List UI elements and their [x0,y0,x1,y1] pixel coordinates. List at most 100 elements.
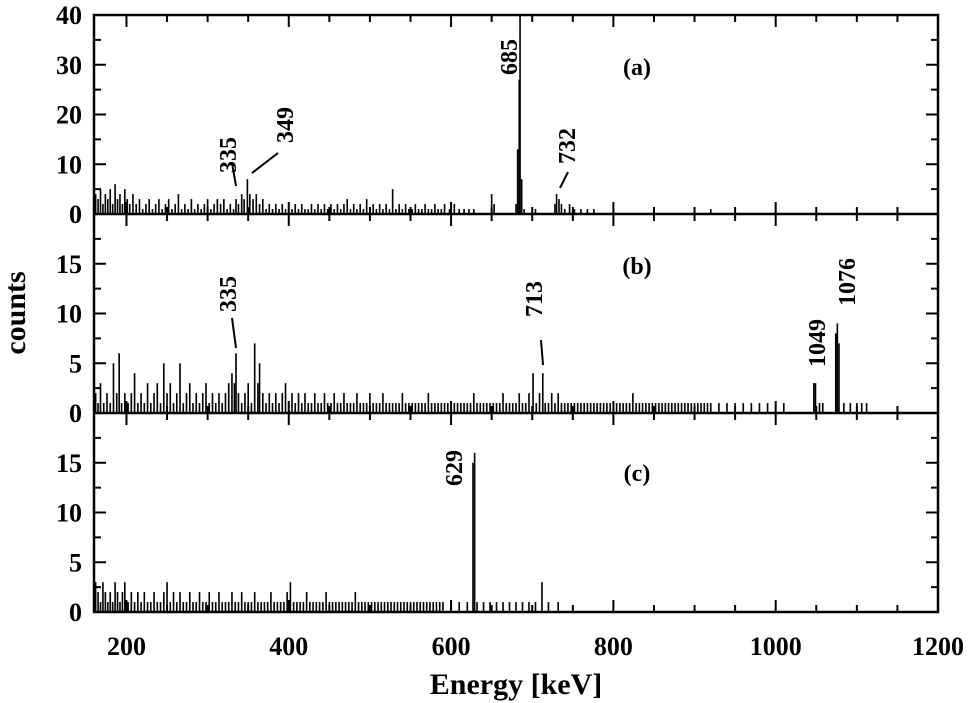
histogram-bin [615,403,618,413]
histogram-bin [515,602,517,612]
histogram-bin [278,403,280,413]
histogram-bin [356,209,358,214]
histogram-bin [224,393,227,413]
histogram-bin [249,194,251,214]
histogram-bin [360,602,363,612]
histogram-bin [97,592,99,612]
y-tick-label: 30 [56,51,82,80]
histogram-bin [128,204,131,214]
histogram-bin [813,383,815,413]
histogram-bin [297,393,300,413]
histogram-bin [547,602,550,612]
histogram-bin [508,602,511,612]
histogram-bin [406,602,409,612]
histogram-bin [586,403,589,413]
histogram-bin [180,209,183,214]
peak-label-1049: 1049 [805,319,831,367]
histogram-bin [336,403,339,413]
histogram-bin [339,403,342,413]
histogram-bin [331,602,334,612]
histogram-bin [382,209,384,214]
peak-label-349: 349 [273,107,299,143]
histogram-bin [257,383,259,413]
histogram-bin [403,602,405,612]
histogram-bin [258,363,261,413]
histogram-bin [294,204,297,214]
histogram-bin [116,199,119,214]
histogram-bin [268,204,271,214]
histogram-bin [658,403,660,413]
histogram-bin [326,209,329,214]
histogram-bin [187,209,189,214]
histogram-bin [412,602,415,612]
histogram-bin [388,209,391,214]
histogram-bin [137,592,139,612]
histogram-bin [421,209,423,214]
histogram-bin [709,209,712,214]
histogram-bin [580,209,582,214]
histogram-bin [243,199,245,214]
histogram-bin [375,403,378,413]
histogram-bin [221,602,224,612]
histogram-bin [440,209,443,214]
histogram-bin [335,602,337,612]
histogram-bin [172,403,175,413]
histogram-bin [124,393,126,413]
histogram-bin [214,602,217,612]
histogram-bin [343,204,345,214]
peak-label-1076: 1076 [835,258,861,306]
histogram-bin [440,403,443,413]
histogram-bin [541,373,544,413]
histogram-bin [145,204,147,214]
histogram-bin [606,403,608,413]
histogram-bin [482,602,485,612]
peak-label-713: 713 [522,281,548,317]
histogram-bin [515,403,517,413]
histogram-bin [132,194,134,214]
histogram-bin [351,602,353,612]
histogram-bin [270,592,272,612]
histogram-bin [437,209,439,214]
histogram-bin [593,209,595,214]
histogram-bin [330,204,332,214]
histogram-bin [208,592,211,612]
histogram-bin [333,209,336,214]
histogram-bin [498,403,501,413]
histogram-bin [116,592,119,612]
histogram-bin [563,209,566,214]
histogram-bin [386,602,389,612]
histogram-bin [339,209,342,214]
histogram-bin [398,403,400,413]
histogram-bin [109,189,112,214]
chart-marks: 0 10 20 30 40 (a) 335 349 685 732 0 5 10 15 (b) 335 713 1… [56,1,964,661]
histogram-bin [416,602,418,612]
histogram-bin [312,602,314,612]
peak-leader-line [231,162,237,187]
histogram-bin [346,199,349,214]
histogram-bin [427,393,430,413]
histogram-bin [268,393,271,413]
histogram-bin [550,393,553,413]
histogram-bin [336,204,339,214]
histogram-bin [252,199,254,214]
histogram-bin [289,582,292,612]
histogram-bin [450,403,452,413]
histogram-bin [323,204,326,214]
histogram-bin [382,393,384,413]
histogram-bin [114,184,116,214]
histogram-bin [192,403,194,413]
histogram-bin [766,403,769,413]
histogram-bin [320,403,323,413]
histogram-bin [404,204,407,214]
histogram-bin [429,602,431,612]
histogram-bin [383,602,386,612]
histogram-bin [814,383,817,413]
histogram-bin [190,199,193,214]
histogram-bin [399,602,402,612]
y-tick-label: 0 [69,399,82,428]
histogram-bin [602,403,605,413]
histogram-bin [348,602,350,612]
x-tick-label: 400 [269,632,308,661]
histogram-bin [398,204,400,214]
histogram-bin [313,209,316,214]
